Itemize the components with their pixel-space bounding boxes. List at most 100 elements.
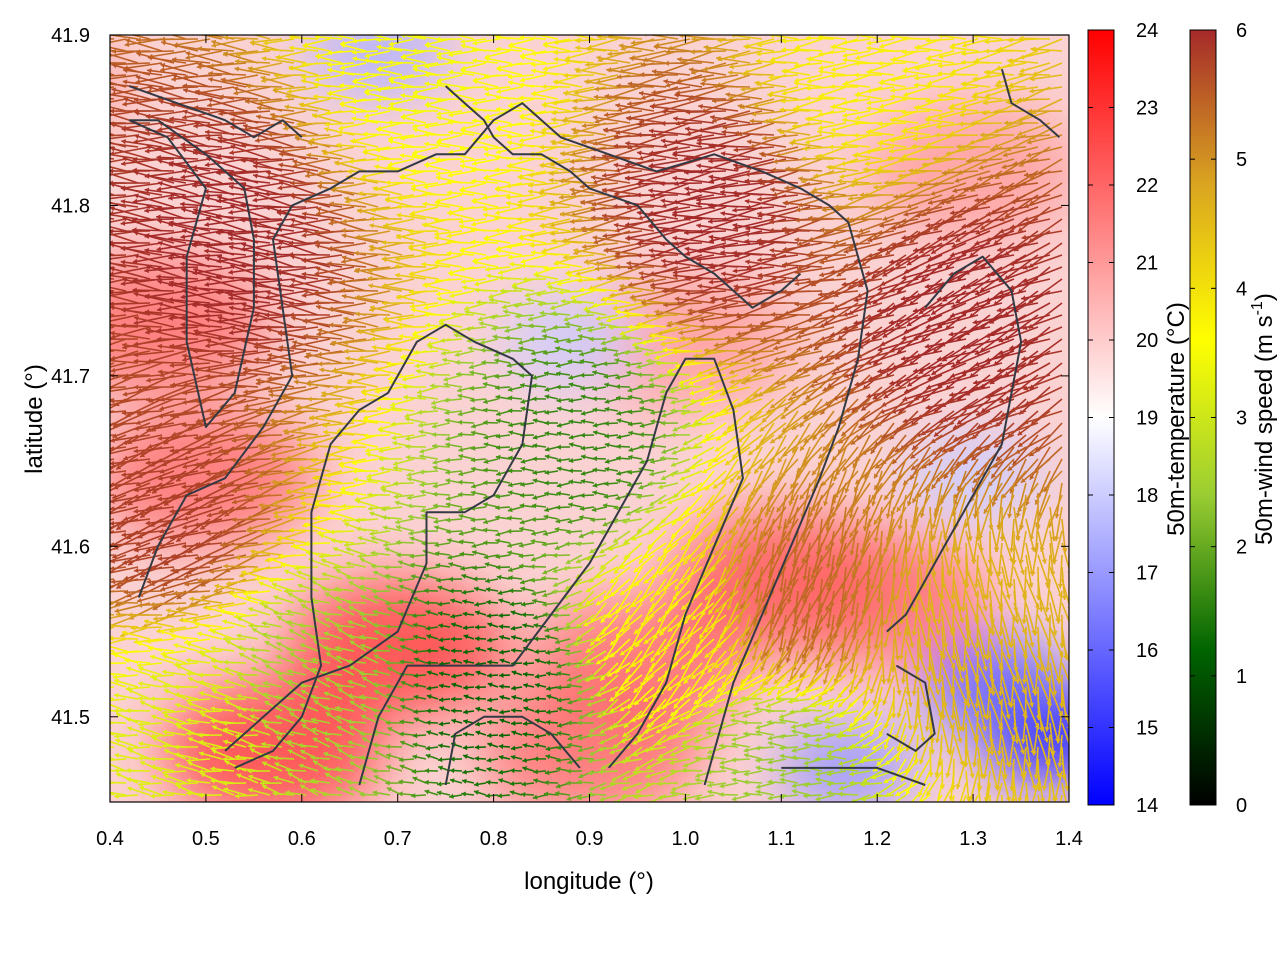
wind-vector-70 (925, 37, 955, 44)
wind-vector-71 (937, 35, 967, 40)
wind-vector-281 (574, 67, 607, 76)
wind-vector-244 (122, 67, 163, 76)
warm-temperature-spot-8 (110, 51, 125, 121)
wind-vector-2560 (110, 422, 115, 427)
wind-vector-258 (301, 74, 331, 80)
wind-vector-295 (741, 71, 775, 77)
wind-vector-132 (703, 44, 739, 52)
wind-vector-107 (412, 48, 439, 54)
wind-vector-3760 (110, 602, 115, 606)
wind-vector-193 (484, 56, 511, 64)
wind-vector-395 (984, 86, 1015, 98)
wind-vector-401 (110, 98, 127, 103)
wind-vector-144 (855, 50, 883, 61)
wind-vector-426 (400, 93, 427, 100)
wind-vector-60 (806, 35, 835, 41)
wind-vector-103 (364, 50, 391, 59)
wind-vector-202 (585, 62, 619, 68)
wind-vector-142 (830, 44, 859, 52)
wind-vector-349 (436, 80, 463, 88)
wind-vector-429 (436, 96, 463, 103)
wind-vector-261 (339, 70, 367, 76)
wind-vector-12 (223, 35, 259, 41)
wind-vector-65 (866, 38, 895, 46)
wind-vector-3840 (110, 613, 115, 616)
wind-vector-291 (688, 67, 727, 76)
wind-vector-210 (677, 56, 715, 64)
wind-vector-2320 (110, 386, 115, 390)
wind-vector-376 (754, 80, 787, 88)
wind-vector-420 (326, 91, 355, 100)
wind-vector-251 (208, 70, 247, 77)
wind-vector-444 (604, 93, 643, 100)
wind-vector-119 (553, 49, 583, 56)
wind-vector-1840 (110, 313, 115, 316)
wind-vector-227 (890, 57, 919, 64)
wind-vector-197 (530, 61, 559, 68)
wind-vector-439 (552, 98, 583, 106)
wind-vector-222 (831, 62, 859, 72)
wind-vector-331 (208, 77, 247, 88)
wind-vector-178 (301, 61, 331, 67)
wind-vector-93 (235, 50, 271, 58)
wind-vector-327 (158, 85, 199, 91)
wind-vector-1520 (110, 266, 115, 269)
wind-vector-347 (412, 86, 439, 95)
wind-vector-290 (676, 74, 715, 84)
wind-vector-221 (818, 62, 847, 71)
wind-vector-25 (388, 38, 415, 47)
wind-vector-226 (878, 60, 907, 67)
wind-vector-960 (110, 182, 115, 185)
wind-vector-403 (111, 87, 151, 100)
wind-vector-7 (160, 36, 199, 42)
wind-vector-44 (608, 35, 643, 40)
wind-vector-432 (472, 98, 499, 106)
wind-vector-73 (961, 38, 991, 48)
wind-vector-396 (994, 83, 1027, 89)
wind-vector-342 (352, 79, 379, 88)
wind-vector-175 (261, 56, 295, 64)
wind-vector-158 (1019, 50, 1051, 60)
wind-vector-2720 (110, 446, 115, 451)
wind-vector-1 (110, 38, 127, 44)
wind-vector-180 (327, 61, 355, 68)
wind-vector-230 (926, 56, 955, 64)
wind-vector-390 (925, 83, 955, 89)
wind-vector-104 (376, 44, 403, 52)
wind-vector-88 (172, 43, 211, 52)
wind-vector-131 (690, 49, 727, 55)
wind-vector-366 (627, 81, 667, 88)
wind-vector-436 (519, 95, 547, 101)
wind-vector-112 (472, 47, 499, 53)
wind-vector-149 (914, 45, 943, 52)
wind-vector-46 (630, 38, 667, 46)
wind-vector-402 (110, 93, 139, 100)
wind-vector-224 (854, 60, 883, 67)
wind-vector-118 (542, 43, 571, 52)
wind-vector-220 (806, 56, 835, 64)
wind-vector-124 (607, 50, 643, 57)
wind-vector-84 (125, 38, 163, 52)
wind-vector-375 (740, 86, 775, 92)
wind-vector-367 (640, 86, 679, 100)
wind-vector-198 (542, 62, 571, 72)
wind-vector-1760 (110, 302, 115, 305)
wind-vector-125 (618, 43, 655, 52)
wind-vector-219 (794, 62, 823, 69)
wind-vector-161 (110, 62, 127, 64)
wind-vector-105 (388, 45, 415, 52)
wind-vector-173 (234, 58, 271, 65)
wind-vector-380 (806, 85, 835, 91)
wind-vector-101 (340, 43, 367, 52)
wind-vector-217 (768, 59, 799, 65)
wind-vector-166 (147, 55, 187, 64)
wind-vector-3 (129, 35, 151, 40)
wind-vector-346 (400, 84, 427, 90)
wind-vector-315 (983, 69, 1015, 76)
wind-vector-53 (717, 37, 751, 43)
wind-vector-394 (972, 86, 1003, 97)
wind-vector-434 (495, 94, 523, 101)
wind-vector-214 (729, 62, 763, 70)
wind-vector-146 (878, 48, 907, 54)
wind-vector-720 (110, 146, 115, 149)
